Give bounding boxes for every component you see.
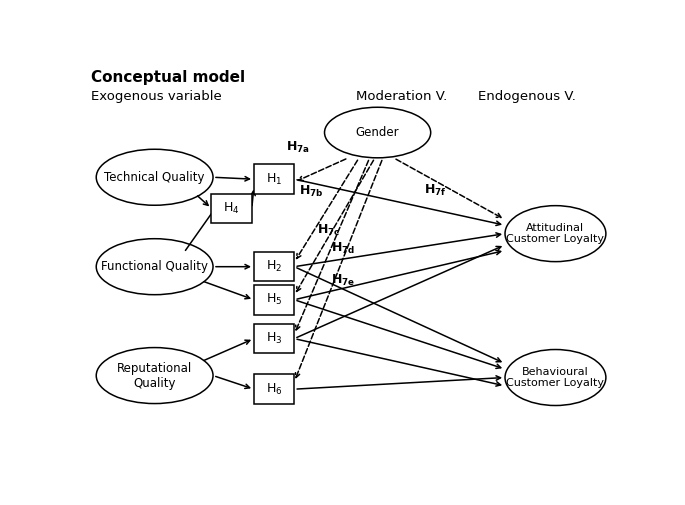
FancyBboxPatch shape [212, 193, 252, 223]
Text: H$_3$: H$_3$ [266, 331, 282, 346]
Text: H$_4$: H$_4$ [223, 201, 240, 216]
Text: H$_2$: H$_2$ [266, 259, 282, 274]
Text: Conceptual model: Conceptual model [91, 70, 245, 85]
Text: $\mathbf{H_{7f}}$: $\mathbf{H_{7f}}$ [424, 183, 447, 198]
Text: Endogenous V.: Endogenous V. [478, 90, 576, 103]
Text: $\mathbf{H_{7d}}$: $\mathbf{H_{7d}}$ [331, 241, 355, 256]
Text: Gender: Gender [356, 126, 399, 139]
FancyBboxPatch shape [254, 252, 295, 281]
Text: H$_6$: H$_6$ [266, 382, 282, 397]
Text: $\mathbf{H_{7a}}$: $\mathbf{H_{7a}}$ [286, 139, 310, 155]
Text: $\mathbf{H_{7e}}$: $\mathbf{H_{7e}}$ [331, 273, 355, 288]
Text: Technical Quality: Technical Quality [104, 171, 205, 184]
Text: $\mathbf{H_{7c}}$: $\mathbf{H_{7c}}$ [316, 222, 340, 237]
Text: H$_5$: H$_5$ [266, 292, 282, 308]
Text: Functional Quality: Functional Quality [101, 260, 208, 273]
FancyBboxPatch shape [254, 285, 295, 315]
FancyBboxPatch shape [254, 165, 295, 194]
Text: Moderation V.: Moderation V. [356, 90, 447, 103]
Text: Reputational
Quality: Reputational Quality [117, 362, 192, 389]
FancyBboxPatch shape [254, 374, 295, 404]
FancyBboxPatch shape [254, 324, 295, 353]
Text: Exogenous variable: Exogenous variable [91, 90, 222, 103]
Text: $\mathbf{H_{7b}}$: $\mathbf{H_{7b}}$ [299, 184, 323, 199]
Text: H$_1$: H$_1$ [266, 172, 282, 187]
Text: Attitudinal
Customer Loyalty: Attitudinal Customer Loyalty [506, 223, 604, 244]
Text: Behavioural
Customer Loyalty: Behavioural Customer Loyalty [506, 367, 604, 388]
